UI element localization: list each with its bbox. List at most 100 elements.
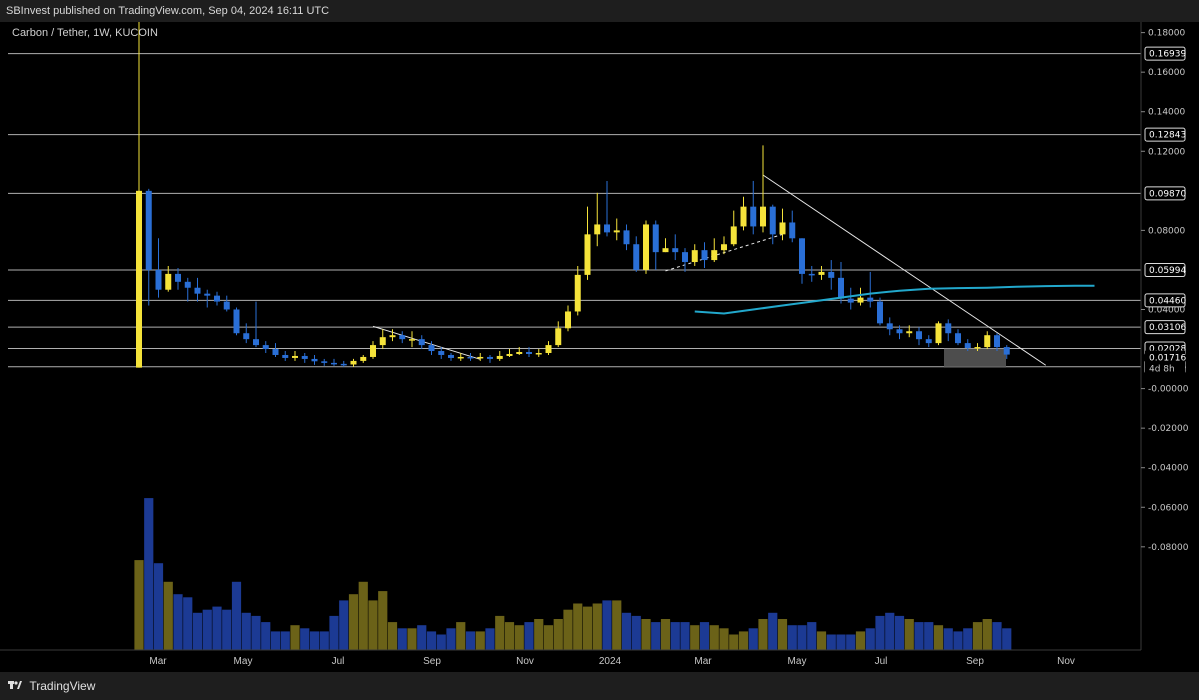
volume-bar [787, 625, 797, 650]
candle [331, 358, 337, 366]
volume-bar [621, 612, 632, 650]
candle [721, 236, 727, 255]
candle [165, 265, 172, 292]
volume-bar [504, 622, 515, 650]
volume-bar [651, 622, 661, 650]
volume-bar [660, 619, 671, 650]
y-tick-label: 0.16000 [1148, 68, 1185, 78]
trend-drawings [372, 174, 1047, 368]
candle [428, 341, 435, 355]
candle-body [233, 309, 240, 334]
volume-bar [641, 619, 651, 650]
volume-bar [436, 634, 446, 650]
volume-bar [309, 631, 320, 650]
level-label: 0.12843 [1149, 131, 1186, 141]
candle-body [282, 354, 289, 358]
volume-bar [212, 606, 222, 650]
candle [409, 331, 415, 348]
volume-bar [680, 622, 690, 650]
volume-bar [192, 612, 203, 650]
candle-body [730, 226, 737, 245]
volume-bar [719, 628, 729, 650]
candle-body [409, 339, 415, 341]
candle-body [457, 356, 464, 359]
candle-body [516, 352, 523, 354]
volume-bar [797, 625, 807, 650]
volume-bar [836, 634, 846, 650]
candle-body [184, 281, 191, 288]
candle-body [691, 250, 698, 263]
volume-bar [982, 619, 992, 650]
candle-body [916, 331, 922, 340]
candle [438, 347, 445, 359]
volume-bar [485, 628, 495, 650]
candle [155, 238, 162, 298]
candle [418, 335, 425, 350]
level-label-box [1144, 127, 1186, 142]
candle [740, 196, 747, 231]
volume-bar [368, 600, 378, 650]
volume-bar [592, 603, 602, 650]
candle-body [399, 335, 406, 340]
candle-body [467, 356, 474, 359]
candle-body [311, 358, 318, 362]
x-tick-label: Mar [149, 656, 167, 667]
candle-body [555, 328, 562, 346]
candle-body [623, 230, 630, 245]
candle [555, 321, 562, 348]
volume-bar [612, 600, 622, 650]
level-label: 0.02028 [1149, 344, 1186, 354]
candle [955, 329, 961, 346]
volume-bar [602, 600, 612, 650]
candle [691, 244, 698, 266]
volume-bar [826, 634, 836, 650]
volume-bar [417, 625, 427, 650]
candle-body [994, 335, 1000, 348]
candle-body [760, 206, 766, 227]
volume-bar [563, 609, 573, 650]
candle [613, 218, 620, 241]
volume-bar [134, 560, 144, 650]
candle [243, 323, 250, 344]
level-label-box [1144, 46, 1186, 61]
candle [477, 353, 484, 361]
volume-bar [144, 498, 154, 650]
y-tick-label: -0.00000 [1148, 385, 1189, 395]
volume-bar [894, 615, 905, 650]
candle [321, 358, 328, 366]
volume-bar [397, 628, 407, 650]
price-axis: 0.18000 0.16000 0.14000 0.12000 0.08000 0.040… [1140, 22, 1189, 650]
candle [145, 188, 152, 306]
candle-body [438, 351, 445, 355]
candle [399, 331, 406, 344]
candle [925, 335, 932, 348]
candle-body [877, 301, 883, 324]
volume-bar [446, 628, 456, 650]
candle [799, 238, 805, 284]
candle-body [945, 323, 952, 334]
volume-bars [134, 498, 1012, 650]
candle [204, 289, 211, 308]
volume-bar [729, 634, 739, 650]
candle-body [340, 363, 347, 366]
level-label: 0.05994 [1149, 266, 1186, 276]
tradingview-footer: TradingView [0, 672, 1199, 700]
x-tick-label: Sep [423, 656, 441, 667]
candle [750, 180, 757, 235]
candle-body [964, 343, 971, 349]
volume-bar [631, 615, 641, 650]
publisher-header: SBInvest published on TradingView.com, S… [0, 0, 1199, 22]
candle-body [428, 345, 435, 352]
volume-bar [855, 631, 866, 650]
volume-bar [904, 619, 914, 650]
candle-body [779, 222, 786, 235]
candle [350, 358, 357, 367]
candle-body [613, 230, 620, 233]
candle [516, 347, 523, 355]
candle-body [379, 337, 386, 346]
candle [672, 234, 679, 261]
price-chart[interactable]: 0.18000 0.16000 0.14000 0.12000 0.08000 0.040… [0, 22, 1199, 672]
candle [370, 341, 376, 359]
volume-bar [573, 603, 583, 650]
candle [379, 329, 386, 350]
